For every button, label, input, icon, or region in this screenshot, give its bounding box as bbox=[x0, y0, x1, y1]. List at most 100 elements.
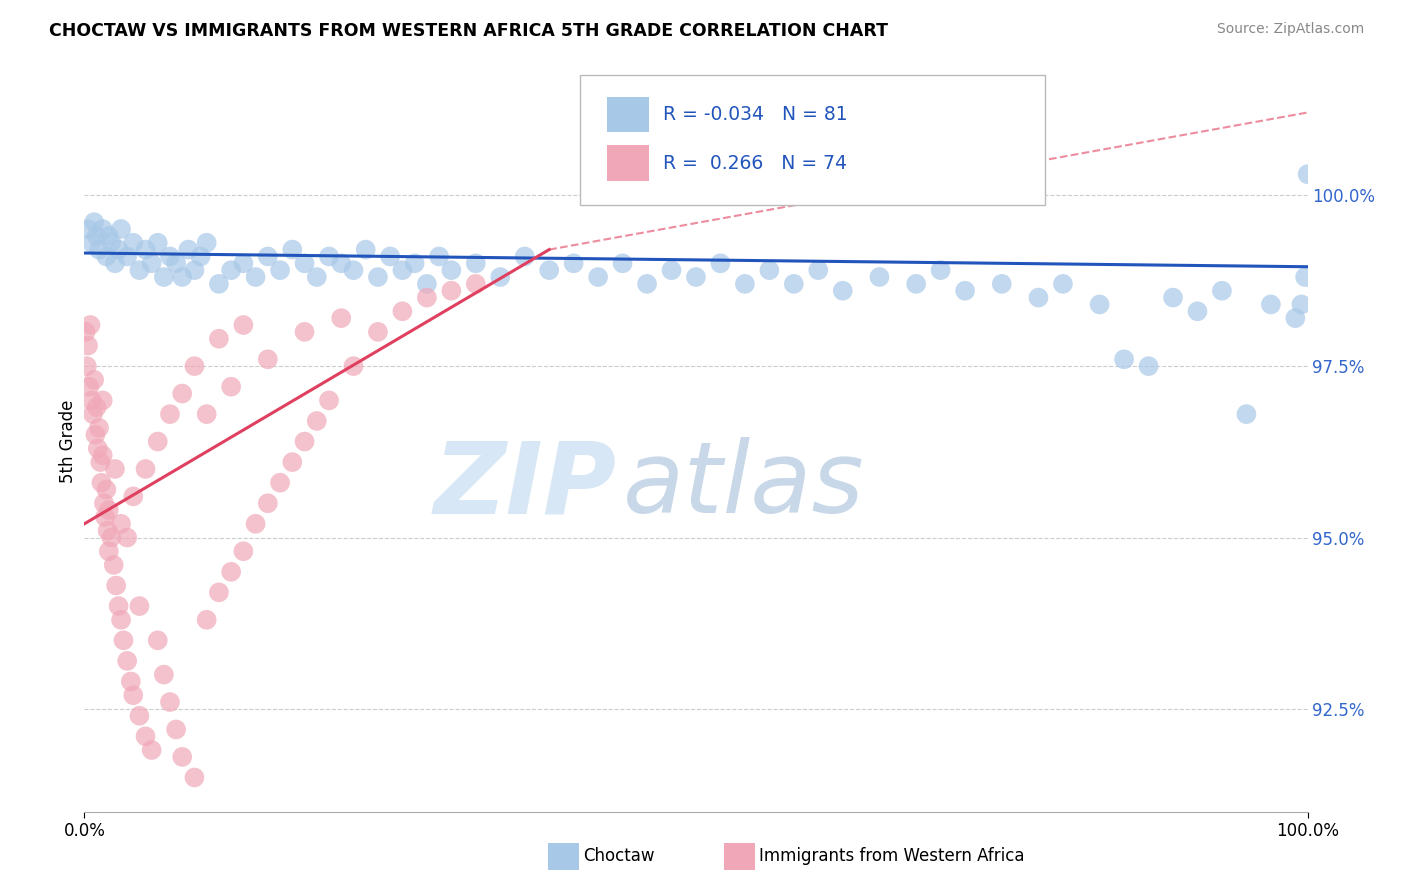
Point bbox=[1294, 270, 1316, 285]
Point bbox=[110, 222, 132, 236]
Point bbox=[87, 243, 110, 257]
Point bbox=[354, 243, 377, 257]
Point bbox=[79, 318, 101, 332]
Point bbox=[122, 489, 145, 503]
Point bbox=[269, 475, 291, 490]
Point bbox=[183, 263, 205, 277]
Point bbox=[318, 393, 340, 408]
Point bbox=[294, 325, 316, 339]
Point bbox=[1284, 311, 1306, 326]
Point bbox=[122, 688, 145, 702]
Point bbox=[135, 462, 157, 476]
Point bbox=[391, 304, 413, 318]
Point bbox=[159, 695, 181, 709]
Point bbox=[929, 263, 952, 277]
Point bbox=[257, 250, 280, 264]
Point bbox=[177, 243, 200, 257]
Point bbox=[1211, 284, 1233, 298]
Point bbox=[257, 352, 280, 367]
Point bbox=[195, 407, 218, 421]
Text: Source: ZipAtlas.com: Source: ZipAtlas.com bbox=[1216, 22, 1364, 37]
Point bbox=[100, 531, 122, 545]
Point bbox=[104, 462, 127, 476]
Point bbox=[86, 401, 108, 415]
Point bbox=[464, 277, 486, 291]
Point bbox=[91, 393, 114, 408]
Point bbox=[97, 544, 120, 558]
Point bbox=[612, 256, 634, 270]
Point bbox=[869, 270, 891, 285]
Point bbox=[75, 325, 97, 339]
Point bbox=[91, 222, 114, 236]
Point bbox=[172, 386, 194, 401]
Point bbox=[294, 256, 316, 270]
Point bbox=[318, 250, 340, 264]
Point bbox=[91, 448, 114, 462]
Point bbox=[87, 442, 110, 456]
Point bbox=[232, 318, 254, 332]
Point bbox=[1296, 167, 1319, 181]
Point bbox=[661, 263, 683, 277]
Point bbox=[146, 235, 169, 250]
Bar bbox=[606, 96, 650, 132]
Point bbox=[538, 263, 561, 277]
Point bbox=[305, 270, 328, 285]
Point bbox=[153, 270, 176, 285]
Point bbox=[97, 228, 120, 243]
Point bbox=[807, 263, 830, 277]
Point bbox=[159, 407, 181, 421]
Point bbox=[1260, 297, 1282, 311]
Point bbox=[245, 270, 267, 285]
Point bbox=[1088, 297, 1111, 311]
Text: R = -0.034   N = 81: R = -0.034 N = 81 bbox=[664, 104, 848, 124]
Point bbox=[107, 599, 129, 613]
Point bbox=[135, 243, 157, 257]
Point bbox=[953, 284, 976, 298]
Point bbox=[90, 475, 112, 490]
Point bbox=[427, 250, 450, 264]
Point bbox=[153, 667, 176, 681]
Point bbox=[281, 455, 304, 469]
Point bbox=[86, 228, 108, 243]
Point bbox=[219, 565, 242, 579]
Point bbox=[709, 256, 731, 270]
Point bbox=[146, 434, 169, 449]
Point bbox=[831, 284, 853, 298]
Point bbox=[128, 708, 150, 723]
Point bbox=[440, 284, 463, 298]
Point bbox=[195, 613, 218, 627]
Point bbox=[440, 263, 463, 277]
Point bbox=[110, 613, 132, 627]
Point bbox=[1028, 291, 1050, 305]
Y-axis label: 5th Grade: 5th Grade bbox=[59, 400, 77, 483]
Point bbox=[685, 270, 707, 285]
Point bbox=[93, 496, 115, 510]
Point bbox=[112, 633, 135, 648]
Point bbox=[146, 633, 169, 648]
Point bbox=[77, 338, 100, 352]
Point bbox=[83, 215, 105, 229]
Point bbox=[367, 270, 389, 285]
Point bbox=[1236, 407, 1258, 421]
Point bbox=[83, 373, 105, 387]
Point bbox=[141, 256, 163, 270]
Point bbox=[96, 483, 118, 497]
Point bbox=[165, 256, 187, 270]
Point bbox=[513, 250, 536, 264]
Point bbox=[232, 256, 254, 270]
Point bbox=[1187, 304, 1209, 318]
Point bbox=[172, 750, 194, 764]
Point bbox=[135, 729, 157, 743]
Point bbox=[404, 256, 426, 270]
Point bbox=[84, 427, 107, 442]
Point bbox=[305, 414, 328, 428]
Point bbox=[586, 270, 609, 285]
Point bbox=[367, 325, 389, 339]
Point bbox=[219, 380, 242, 394]
Point bbox=[1161, 291, 1184, 305]
Point bbox=[183, 359, 205, 373]
Bar bbox=[606, 145, 650, 181]
Point bbox=[100, 235, 122, 250]
Point bbox=[172, 270, 194, 285]
Point bbox=[159, 250, 181, 264]
